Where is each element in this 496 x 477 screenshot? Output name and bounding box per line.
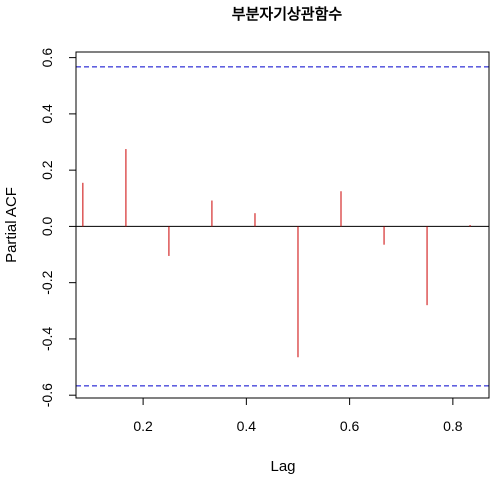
plot-area: [76, 66, 489, 387]
y-tick-label: -0.2: [39, 270, 55, 294]
x-tick-label: 0.4: [237, 418, 257, 434]
y-tick-label: -0.4: [39, 327, 55, 351]
x-axis-label: Lag: [270, 458, 295, 475]
x-tick-label: 0.8: [443, 418, 463, 434]
chart-title: 부분자기상관함수: [232, 5, 343, 23]
y-tick-label: 0.4: [39, 104, 55, 124]
y-axis: -0.6 -0.4 -0.2 0.0 0.2 0.4 0.6: [39, 48, 77, 407]
x-axis: 0.2 0.4 0.6 0.8: [133, 397, 463, 434]
x-tick-label: 0.6: [340, 418, 360, 434]
y-tick-label: 0.6: [39, 48, 55, 68]
y-tick-label: 0.2: [39, 160, 55, 180]
y-tick-label: 0.0: [39, 216, 55, 236]
y-axis-label: Partial ACF: [3, 187, 20, 263]
x-tick-label: 0.2: [133, 418, 153, 434]
y-tick-label: -0.6: [39, 383, 55, 407]
plot-frame: [75, 51, 490, 399]
